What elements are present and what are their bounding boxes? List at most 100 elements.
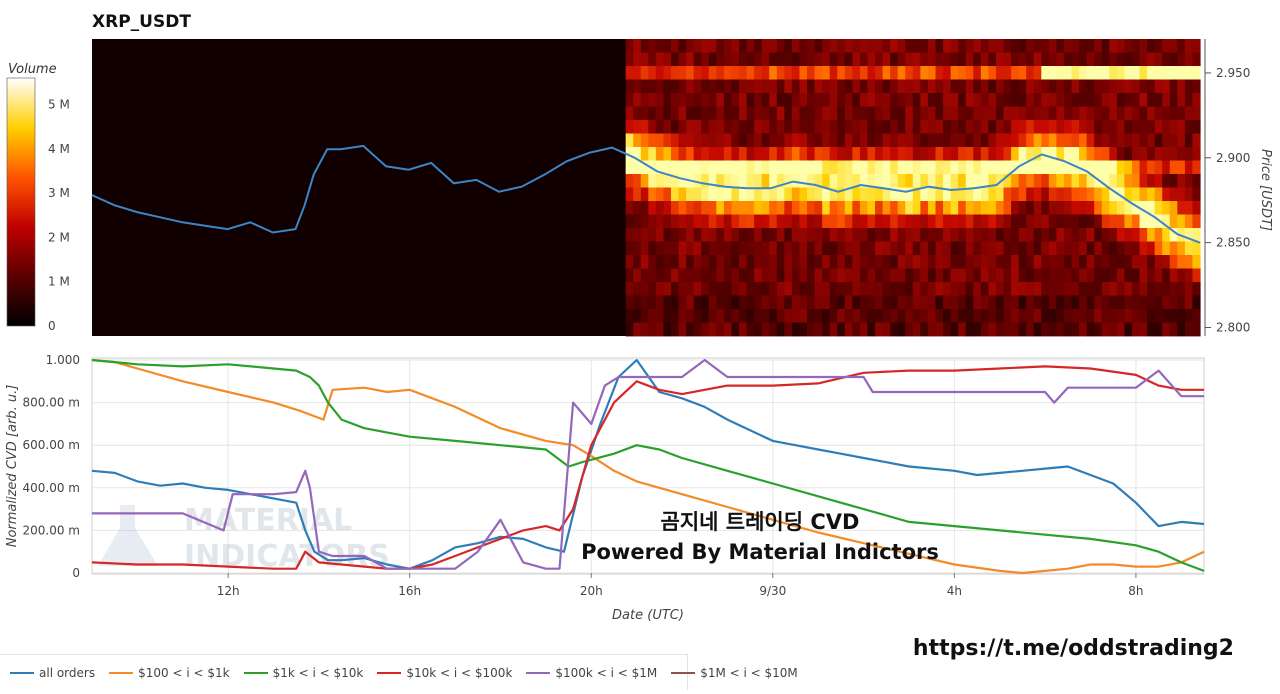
- heatmap-cell: [655, 309, 665, 323]
- heatmap-cell: [1192, 255, 1201, 269]
- heatmap-cell: [980, 255, 989, 269]
- heatmap-cell: [769, 174, 778, 188]
- heatmap-cell: [995, 309, 1005, 323]
- heatmap-cell: [640, 52, 649, 67]
- legend-item[interactable]: $100k < i < $1M: [526, 666, 657, 680]
- telegram-link[interactable]: https://t.me/oddstrading2: [912, 636, 1234, 661]
- heatmap-cell: [875, 52, 884, 67]
- heatmap-cell: [640, 214, 649, 229]
- heatmap-cell: [670, 241, 680, 256]
- colorbar-label: Volume: [8, 62, 57, 77]
- heatmap-cell: [1162, 160, 1171, 175]
- heatmap-cell: [837, 282, 846, 296]
- cvd-plot-area: [91, 357, 1205, 575]
- heatmap-cell: [1131, 295, 1141, 310]
- heatmap-cell: [1139, 147, 1148, 161]
- heatmap-cell: [995, 255, 1005, 269]
- heatmap-cell: [1131, 39, 1141, 53]
- heatmap-cell: [761, 133, 770, 148]
- heatmap-cell: [761, 187, 770, 202]
- heatmap-cell: [927, 52, 937, 67]
- heatmap-cell: [663, 255, 672, 269]
- heatmap-cell: [1116, 39, 1126, 53]
- heatmap-cell: [958, 201, 967, 215]
- heatmap-cell: [950, 322, 959, 337]
- heatmap-cell: [867, 241, 876, 256]
- heatmap-cell: [1056, 228, 1065, 242]
- heatmap-cell: [1079, 106, 1088, 121]
- heatmap-cell: [867, 295, 876, 310]
- heatmap-cell: [973, 39, 982, 53]
- heatmap-cell: [1162, 39, 1171, 53]
- heatmap-cell: [1184, 39, 1194, 53]
- legend-item[interactable]: $1k < i < $10k: [243, 666, 363, 680]
- heatmap-cell: [678, 133, 687, 148]
- heatmap-cell: [791, 322, 801, 337]
- heatmap-cell: [1011, 106, 1020, 121]
- heatmap-cell: [655, 322, 665, 337]
- heatmap-cell: [1192, 147, 1201, 161]
- heatmap-cell: [633, 174, 642, 188]
- heatmap-cell: [655, 79, 665, 94]
- heatmap-cell: [920, 133, 929, 148]
- heatmap-cell: [897, 52, 906, 67]
- heatmap-cell: [731, 147, 740, 161]
- heatmap-cell: [950, 93, 959, 107]
- heatmap-cell: [701, 309, 710, 323]
- heatmap-cell: [1139, 268, 1148, 283]
- heatmap-cell: [829, 322, 838, 337]
- heatmap-cell: [943, 133, 952, 148]
- heatmap-cell: [905, 282, 914, 296]
- legend-item[interactable]: $1M < i < $10M: [671, 666, 798, 680]
- heatmap-cell: [988, 268, 997, 283]
- heatmap-cell: [852, 52, 861, 67]
- legend-swatch: [109, 671, 134, 674]
- legend-item[interactable]: $100 < i < $1k: [109, 666, 230, 680]
- heatmap-cell: [927, 66, 937, 80]
- heatmap-cell: [1079, 174, 1088, 188]
- heatmap-cell: [875, 201, 884, 215]
- heatmap-cell: [935, 241, 944, 256]
- heatmap-cell: [1116, 268, 1126, 283]
- heatmap-cell: [754, 241, 763, 256]
- heatmap-cell: [693, 295, 702, 310]
- heatmap-cell: [995, 322, 1005, 337]
- heatmap-cell: [739, 106, 748, 121]
- heatmap-cell: [1026, 39, 1035, 53]
- heatmap-cell: [663, 322, 672, 337]
- heatmap-cell: [686, 282, 695, 296]
- heatmap-cell: [920, 241, 929, 256]
- legend-item[interactable]: all orders: [10, 666, 95, 680]
- heatmap-cell: [625, 282, 634, 296]
- heatmap-cell: [784, 120, 793, 134]
- heatmap-cell: [844, 79, 853, 94]
- heatmap-cell: [1003, 79, 1012, 94]
- heatmap-cell: [927, 255, 937, 269]
- heatmap-cell: [625, 133, 634, 148]
- heatmap-cell: [633, 52, 642, 67]
- heatmap-cell: [784, 133, 793, 148]
- heatmap-cell: [1116, 79, 1126, 94]
- heatmap-cell: [822, 322, 831, 337]
- heatmap-cell: [1018, 201, 1027, 215]
- heatmap-cell: [837, 79, 846, 94]
- heatmap-cell: [1003, 295, 1012, 310]
- heatmap-cell: [943, 160, 952, 175]
- heatmap-cell: [995, 282, 1005, 296]
- heatmap-cell: [927, 174, 937, 188]
- heatmap-cell: [655, 66, 665, 80]
- heatmap-cell: [663, 147, 672, 161]
- heatmap-cell: [1192, 187, 1201, 202]
- heatmap-cell: [1018, 241, 1027, 256]
- heatmap-cell: [693, 174, 702, 188]
- heatmap-cell: [625, 79, 634, 94]
- heatmap-cell: [1094, 120, 1103, 134]
- heatmap-cell: [1154, 228, 1163, 242]
- heatmap-cell: [867, 66, 876, 80]
- heatmap-cell: [822, 241, 831, 256]
- heatmap-cell: [1124, 187, 1133, 202]
- heatmap-cell: [1071, 268, 1080, 283]
- heatmap-cell: [1048, 187, 1058, 202]
- legend-item[interactable]: $10k < i < $100k: [377, 666, 512, 680]
- heatmap-cell: [852, 241, 861, 256]
